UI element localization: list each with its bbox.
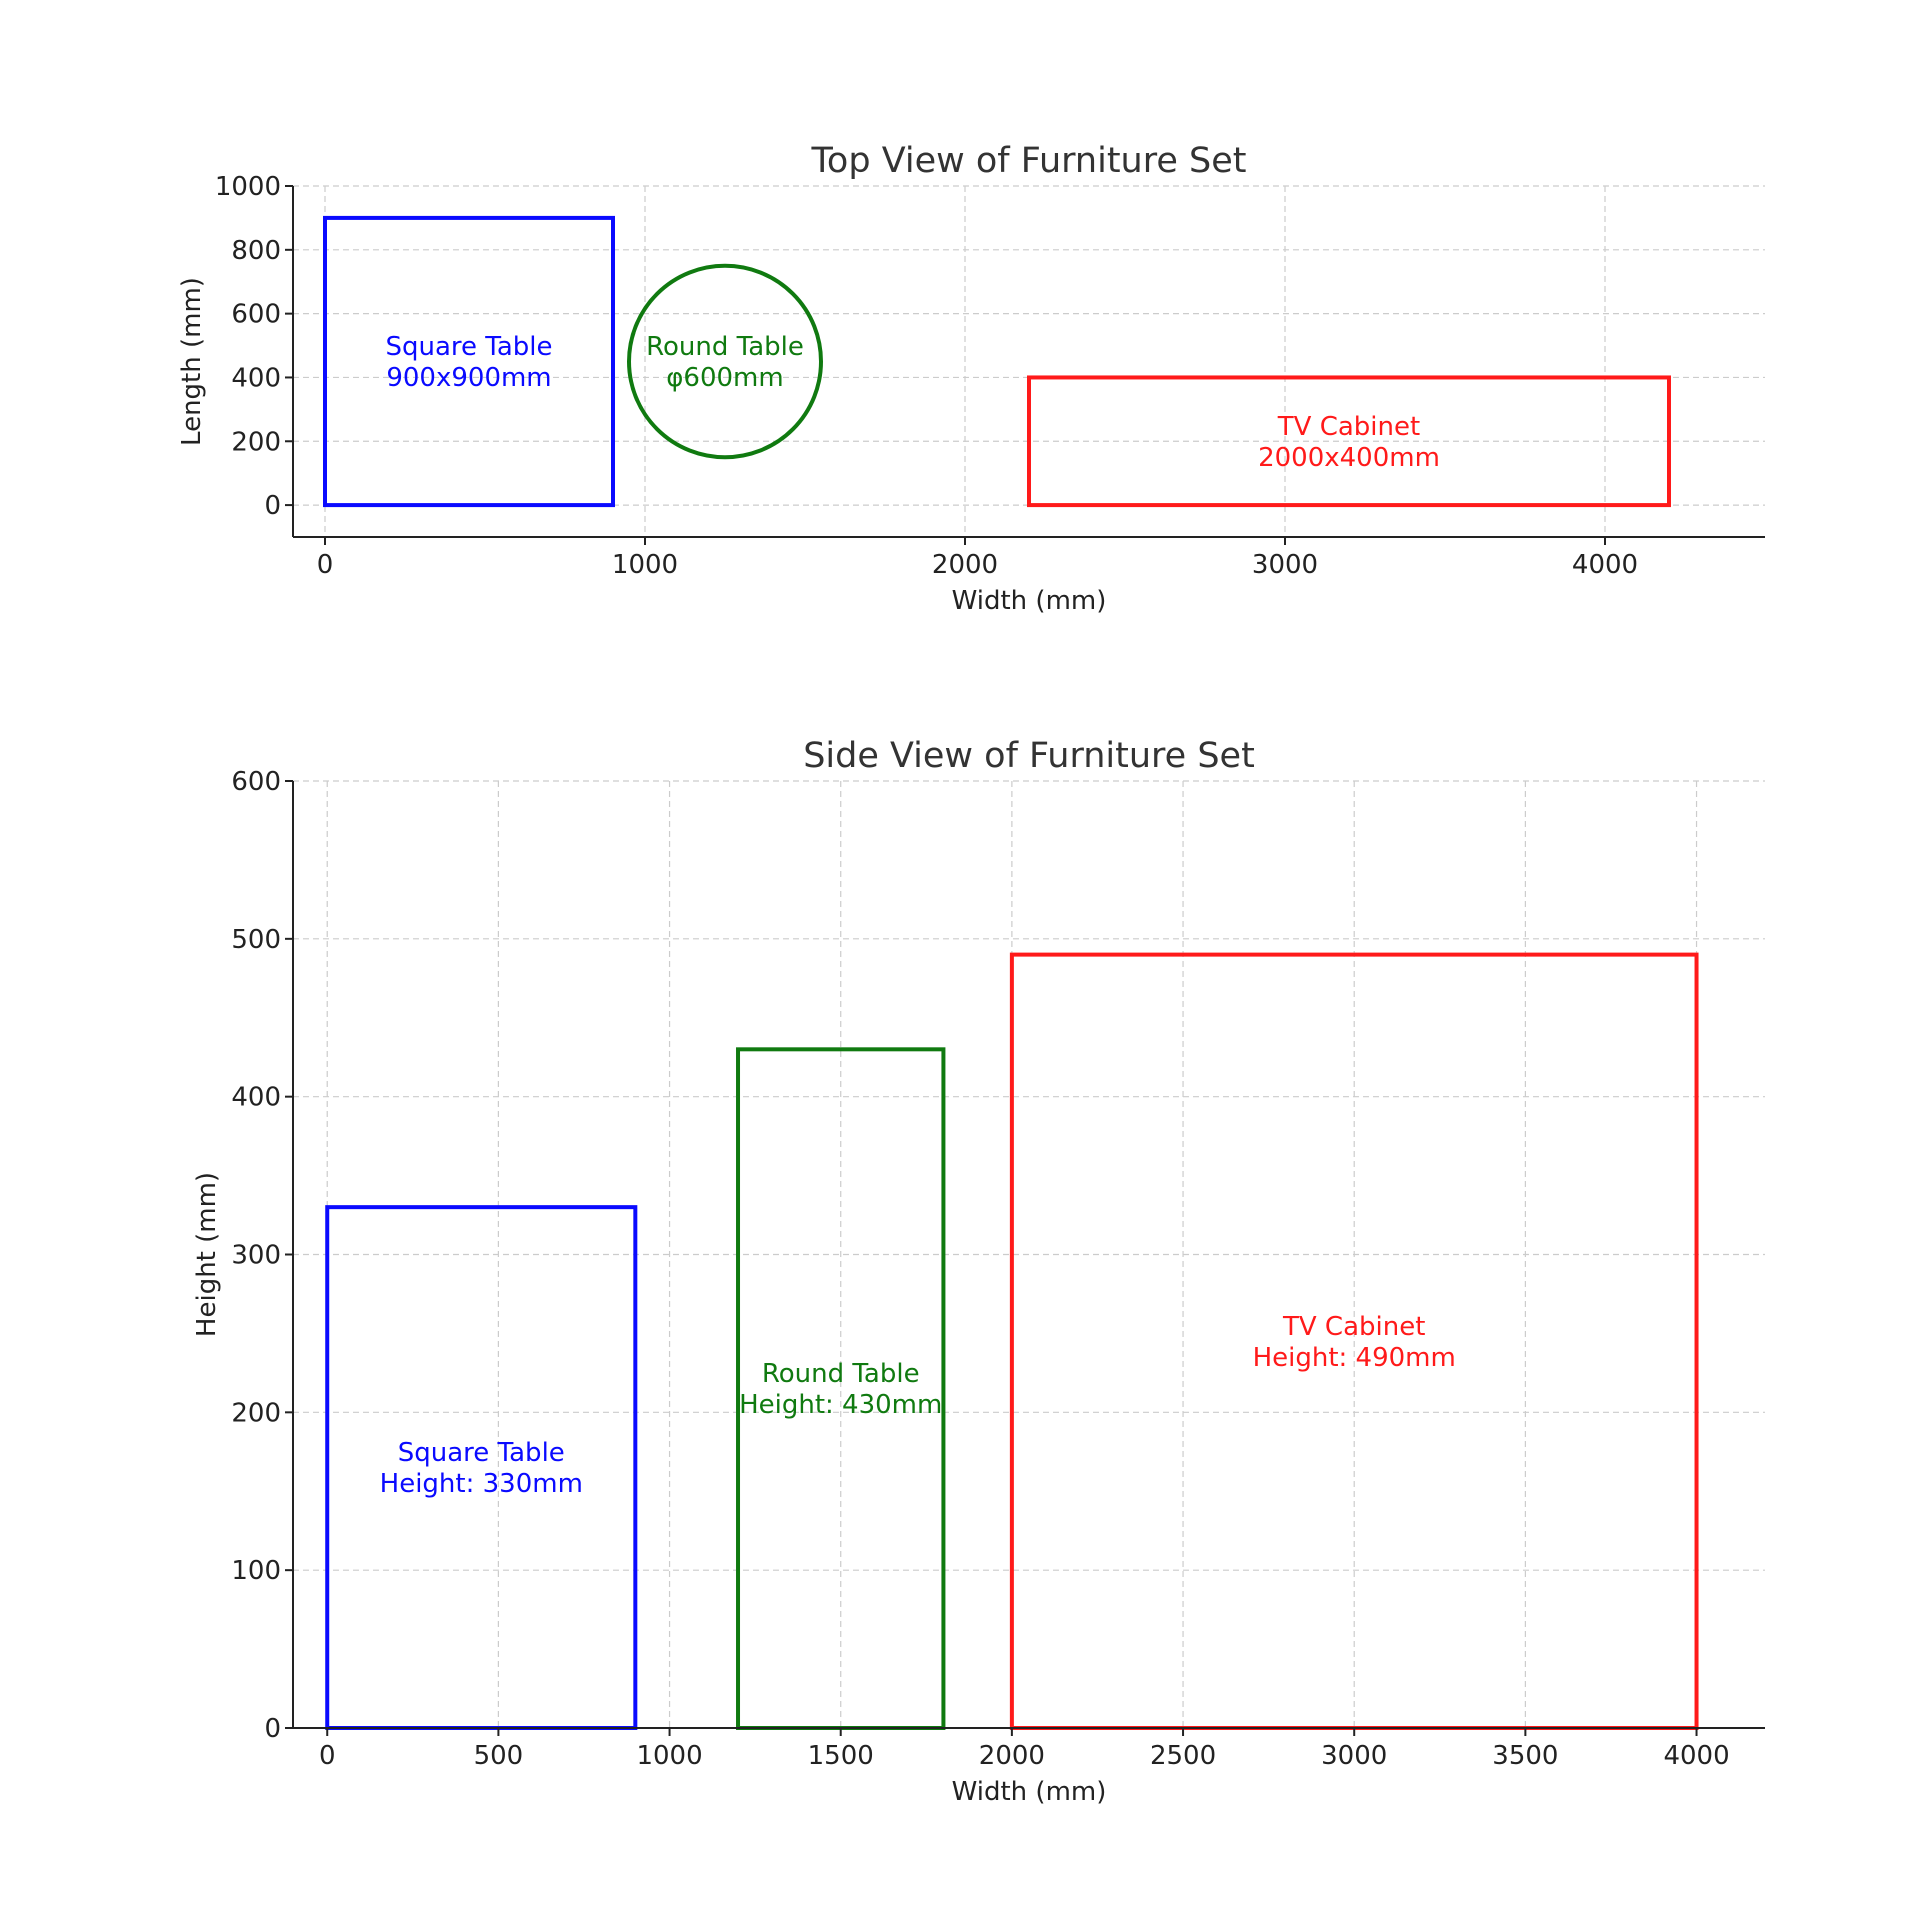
y-tick-label: 0 (264, 491, 281, 521)
x-tick-label: 3000 (1321, 1741, 1387, 1771)
x-tick-label: 1000 (636, 1741, 702, 1771)
x-tick-label: 2000 (932, 550, 998, 580)
x-tick-label: 500 (474, 1741, 524, 1771)
shape-tv-cabinet-label: Height: 490mm (1253, 1343, 1456, 1373)
x-tick-label: 1500 (808, 1741, 874, 1771)
chart-title: Side View of Furniture Set (803, 736, 1255, 776)
x-tick-label: 2500 (1150, 1741, 1216, 1771)
y-tick-label: 800 (231, 236, 281, 266)
y-tick-label: 1000 (215, 172, 281, 202)
shape-square-table-label: Height: 330mm (380, 1469, 583, 1499)
shape-tv-cabinet (1027, 375, 1671, 508)
y-tick-label: 600 (231, 767, 281, 797)
shape-round-table-label: Height: 430mm (739, 1390, 942, 1420)
y-axis-label: Height (mm) (192, 1172, 222, 1337)
x-tick-label: 0 (317, 550, 334, 580)
x-tick-label: 3000 (1252, 550, 1318, 580)
y-tick-label: 400 (231, 363, 281, 393)
shape-round-table-label: Round Table (646, 332, 804, 362)
y-tick-label: 100 (231, 1556, 281, 1586)
x-axis-label: Width (mm) (952, 586, 1107, 616)
y-axis-label: Length (mm) (177, 277, 207, 446)
x-tick-label: 2000 (979, 1741, 1045, 1771)
x-tick-label: 4000 (1572, 550, 1638, 580)
shape-square-table-label: 900x900mm (386, 363, 551, 393)
shape-round-table (627, 263, 823, 460)
shape-tv-cabinet-label: TV Cabinet (1277, 412, 1420, 442)
shape-round-table-label: φ600mm (666, 363, 783, 393)
x-tick-label: 1000 (612, 550, 678, 580)
y-tick-label: 500 (231, 925, 281, 955)
chart-title: Top View of Furniture Set (811, 141, 1247, 181)
y-tick-label: 400 (231, 1083, 281, 1113)
y-tick-label: 600 (231, 300, 281, 330)
y-tick-label: 200 (231, 1398, 281, 1428)
y-tick-label: 0 (264, 1714, 281, 1744)
x-tick-label: 0 (319, 1741, 336, 1771)
shape-tv-cabinet-label: 2000x400mm (1258, 443, 1440, 473)
x-axis-label: Width (mm) (952, 1777, 1107, 1807)
x-tick-label: 3500 (1492, 1741, 1558, 1771)
shape-square-table-label: Square Table (385, 332, 552, 362)
shape-square-table (323, 215, 615, 508)
y-tick-label: 200 (231, 427, 281, 457)
shape-square-table-label: Square Table (398, 1438, 565, 1468)
shape-round-table-label: Round Table (762, 1359, 920, 1389)
x-tick-label: 4000 (1663, 1741, 1729, 1771)
shape-tv-cabinet-label: TV Cabinet (1282, 1312, 1425, 1342)
y-tick-label: 300 (231, 1241, 281, 1271)
